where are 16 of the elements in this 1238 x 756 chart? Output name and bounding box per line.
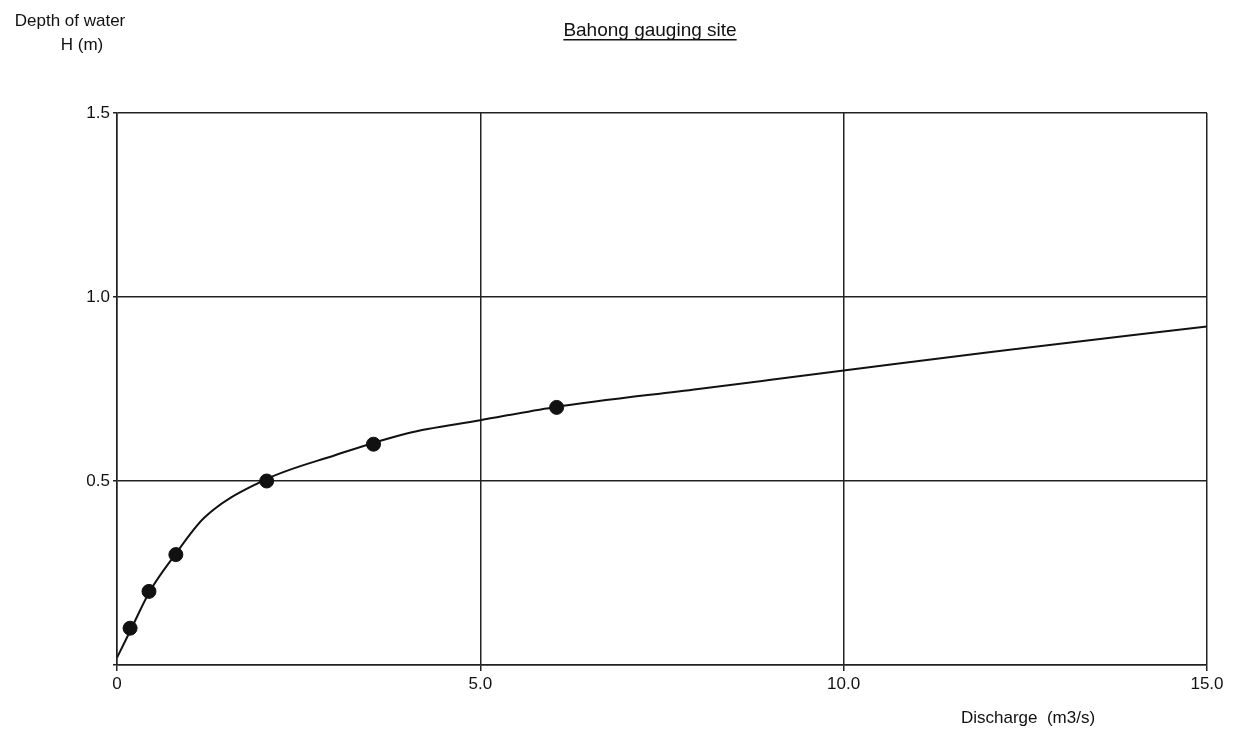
chart-title: Bahong gauging site xyxy=(563,19,737,40)
x-tick-label: 5.0 xyxy=(468,673,493,693)
y-tick-label: 1.0 xyxy=(86,286,110,306)
x-tick-label: 0 xyxy=(112,673,122,693)
y-tick-label: 0.5 xyxy=(86,470,110,490)
point xyxy=(366,436,382,452)
y-tick-label: 1.5 xyxy=(86,102,110,122)
point xyxy=(141,583,157,599)
x-tick-label: 10.0 xyxy=(827,673,861,693)
point xyxy=(549,399,565,415)
y-axis-title: Depth of water H (m) xyxy=(14,11,126,54)
point xyxy=(122,620,138,636)
point xyxy=(168,547,184,563)
point xyxy=(259,473,275,489)
x-tick-label: 15.0 xyxy=(1190,673,1224,693)
x-axis-title: Discharge (m3/s) xyxy=(960,708,1096,727)
